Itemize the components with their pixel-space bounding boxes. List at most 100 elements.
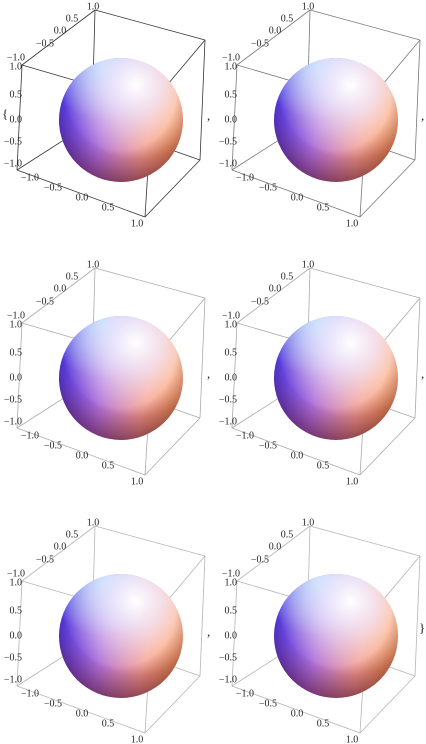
tick-label: −0.5	[219, 652, 237, 663]
tick-label: 1.0	[302, 517, 315, 528]
tick-label: 0.5	[281, 529, 294, 540]
tick-label: 0.5	[10, 605, 23, 616]
tick-label: 0.0	[291, 450, 304, 461]
box-edge	[16, 169, 146, 218]
tick-label: 0.0	[225, 630, 238, 641]
box-edge	[16, 64, 23, 171]
box-edge	[144, 159, 201, 218]
tick-label: 0.0	[76, 192, 89, 203]
tick-label: −0.5	[4, 394, 22, 405]
box-edge	[199, 297, 206, 419]
box-edge	[236, 267, 311, 324]
tick-label: −0.5	[44, 440, 62, 451]
tick-label: −1.0	[219, 416, 237, 427]
tick-label: −1.0	[4, 416, 22, 427]
tick-label: −1.0	[4, 674, 22, 685]
box-edge	[414, 39, 421, 161]
tick-label: −1.0	[222, 568, 240, 579]
tick-label: 0.0	[291, 708, 304, 719]
tick-label: 1.0	[302, 259, 315, 270]
open-brace: {	[2, 106, 8, 121]
tick-label: 0.5	[225, 605, 238, 616]
tick-label: 0.5	[317, 718, 330, 729]
tick-label: −1.0	[21, 430, 39, 441]
tick-label: 0.0	[225, 372, 238, 383]
box-edge	[21, 525, 96, 582]
box-edge	[359, 417, 416, 476]
tick-label: −1.0	[7, 568, 25, 579]
tick-label: −1.0	[4, 158, 22, 169]
tick-label: −0.5	[4, 136, 22, 147]
tick-label: −0.5	[251, 38, 269, 49]
tick-label: −1.0	[236, 688, 254, 699]
tick-label: 0.0	[10, 114, 23, 125]
tick-label: 1.0	[131, 734, 144, 744]
tick-label: 0.0	[54, 25, 67, 36]
box-edge	[94, 267, 206, 299]
box-edge	[231, 64, 238, 171]
tick-label: −1.0	[222, 52, 240, 63]
tick-label: −1.0	[219, 158, 237, 169]
tick-label: 1.0	[302, 1, 315, 12]
tick-label: 0.0	[10, 630, 23, 641]
box-edge	[144, 675, 201, 734]
tick-label: −1.0	[7, 310, 25, 321]
tick-label: −1.0	[222, 310, 240, 321]
tick-label: 0.0	[54, 541, 67, 552]
close-brace: }	[419, 620, 425, 635]
tick-label: 0.5	[317, 460, 330, 471]
box-edge	[21, 267, 96, 324]
tick-label: 0.0	[54, 283, 67, 294]
tick-label: −0.5	[36, 296, 54, 307]
tick-label: −0.5	[219, 136, 237, 147]
tick-label: −1.0	[21, 688, 39, 699]
separator: ,	[421, 108, 424, 123]
tick-label: 0.5	[66, 13, 79, 24]
box-edge	[199, 555, 206, 677]
sphere	[274, 574, 398, 698]
tick-label: 0.0	[10, 372, 23, 383]
box-edge	[414, 555, 421, 677]
tick-label: −1.0	[7, 52, 25, 63]
tick-label: −0.5	[219, 394, 237, 405]
box-edge	[21, 9, 96, 66]
tick-label: 0.5	[102, 718, 115, 729]
tick-label: 0.5	[102, 202, 115, 213]
tick-label: 0.5	[317, 202, 330, 213]
tick-label: −0.5	[36, 38, 54, 49]
separator: ,	[421, 366, 424, 381]
tick-label: 1.0	[10, 577, 23, 588]
plot-3d: 1.00.50.0−0.5−1.01.00.50.0−0.5−1.0−1.0−0…	[4, 1, 206, 229]
plot-3d: 1.00.50.0−0.5−1.01.00.50.0−0.5−1.0−1.0−0…	[219, 1, 421, 229]
plot-3d: 1.00.50.0−0.5−1.01.00.50.0−0.5−1.0−1.0−0…	[4, 517, 206, 744]
box-edge	[94, 525, 206, 557]
tick-label: 0.0	[269, 25, 282, 36]
tick-label: 1.0	[346, 218, 359, 229]
separator: ,	[207, 624, 210, 639]
tick-label: 0.5	[281, 13, 294, 24]
tick-label: 1.0	[225, 577, 238, 588]
box-edge	[231, 169, 361, 218]
tick-label: 0.0	[269, 541, 282, 552]
tick-label: 0.5	[102, 460, 115, 471]
tick-label: −0.5	[44, 182, 62, 193]
tick-label: −1.0	[236, 430, 254, 441]
plot-3d: 1.00.50.0−0.5−1.01.00.50.0−0.5−1.0−1.0−0…	[219, 259, 421, 487]
box-edge	[16, 580, 23, 687]
tick-label: 1.0	[346, 734, 359, 744]
box-edge	[236, 9, 311, 66]
plot-3d: 1.00.50.0−0.5−1.01.00.50.0−0.5−1.0−1.0−0…	[4, 259, 206, 487]
tick-label: −1.0	[219, 674, 237, 685]
tick-label: 0.0	[269, 283, 282, 294]
sphere	[59, 58, 183, 182]
separator: ,	[207, 108, 210, 123]
box-edge	[231, 427, 361, 476]
box-edge	[359, 675, 416, 734]
tick-label: 0.5	[10, 347, 23, 358]
tick-label: −0.5	[251, 554, 269, 565]
tick-label: 0.5	[281, 271, 294, 282]
tick-label: 1.0	[131, 476, 144, 487]
box-edge	[144, 417, 201, 476]
tick-label: 1.0	[346, 476, 359, 487]
box-edge	[16, 322, 23, 429]
